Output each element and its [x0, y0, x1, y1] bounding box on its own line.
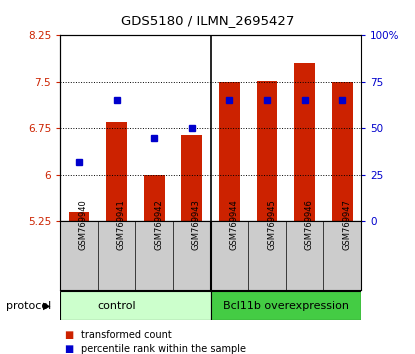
Text: transformed count: transformed count: [81, 330, 172, 339]
Text: GSM769946: GSM769946: [305, 199, 314, 250]
Bar: [294, 63, 315, 221]
Bar: [144, 175, 164, 221]
Text: GSM769947: GSM769947: [342, 199, 351, 250]
Bar: [257, 81, 277, 221]
Bar: [68, 212, 89, 221]
Text: ▶: ▶: [43, 301, 51, 311]
Text: control: control: [97, 301, 136, 311]
Bar: [60, 291, 211, 320]
Text: GSM769945: GSM769945: [267, 199, 276, 250]
Bar: [211, 291, 361, 320]
Bar: [219, 82, 240, 221]
Text: percentile rank within the sample: percentile rank within the sample: [81, 344, 246, 354]
Bar: [181, 135, 202, 221]
Text: GSM769943: GSM769943: [192, 199, 201, 250]
Text: GSM769944: GSM769944: [229, 199, 238, 250]
Text: GSM769941: GSM769941: [117, 199, 126, 250]
Text: Bcl11b overexpression: Bcl11b overexpression: [223, 301, 349, 311]
Text: GDS5180 / ILMN_2695427: GDS5180 / ILMN_2695427: [121, 14, 294, 27]
Text: GSM769940: GSM769940: [79, 199, 88, 250]
Text: ■: ■: [64, 344, 73, 354]
Bar: [332, 82, 353, 221]
Text: protocol: protocol: [6, 301, 51, 311]
Bar: [106, 122, 127, 221]
Text: GSM769942: GSM769942: [154, 199, 163, 250]
Text: ■: ■: [64, 330, 73, 339]
